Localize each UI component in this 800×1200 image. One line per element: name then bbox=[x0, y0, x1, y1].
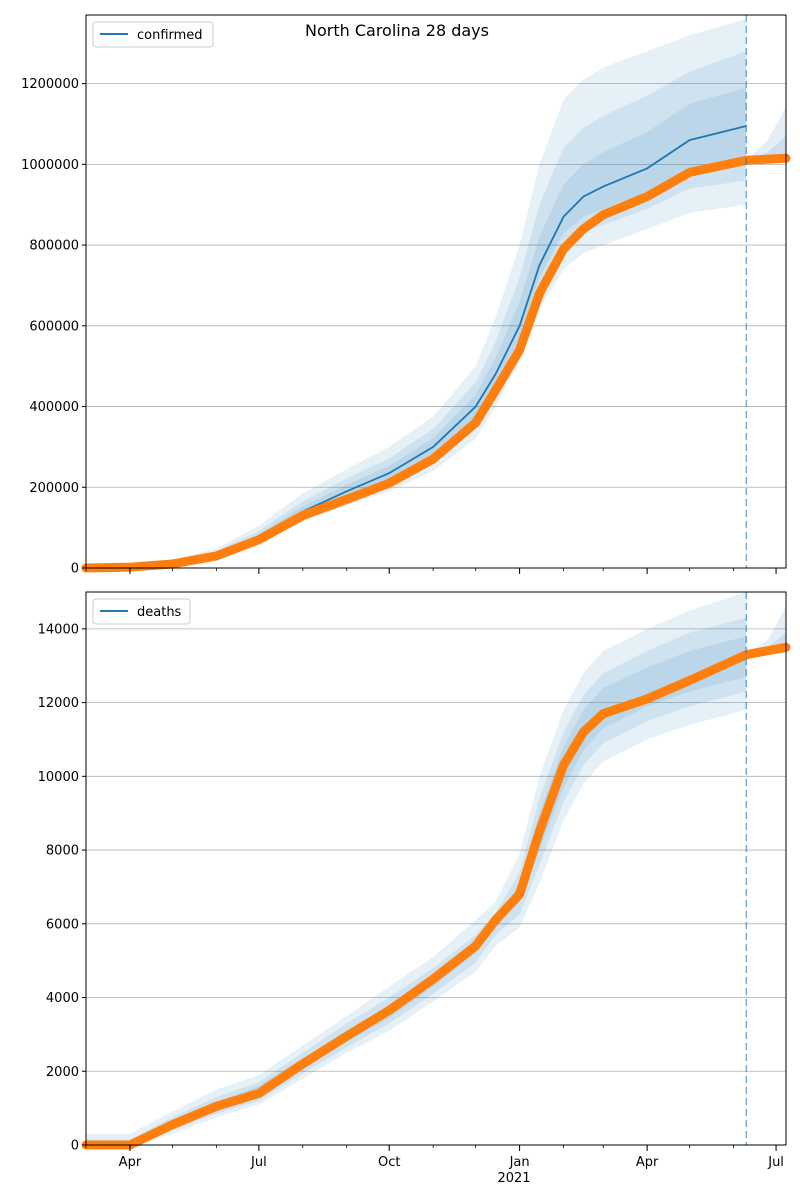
deaths-x-axis: Apr Jul Oct Jan Apr Jul bbox=[85, 1145, 784, 1170]
deaths-y-tick-label: 8000 bbox=[46, 844, 79, 859]
deaths-x-tick-label: Apr bbox=[636, 1155, 659, 1170]
deaths-axes-frame bbox=[85, 591, 787, 1146]
confirmed-y-tick-label: 0 bbox=[71, 562, 79, 577]
confirmed-y-tick-label: 600000 bbox=[29, 319, 79, 334]
deaths-legend-label: deaths bbox=[137, 605, 182, 620]
deaths-y-tick-label: 0 bbox=[71, 1139, 79, 1154]
confirmed-x-axis bbox=[85, 568, 777, 574]
deaths-panel: 0 2000 4000 6000 8000 10000 12000 14000 Apr Jul O… bbox=[38, 591, 791, 1186]
confirmed-forecast-band bbox=[746, 107, 786, 165]
deaths-y-axis: 0 2000 4000 6000 8000 10000 12000 14000 bbox=[38, 622, 86, 1154]
x-axis-year-label: 2021 bbox=[497, 1171, 530, 1186]
chart-title: North Carolina 28 days bbox=[305, 21, 489, 40]
confirmed-legend: confirmed bbox=[92, 21, 214, 48]
confirmed-y-tick-label: 800000 bbox=[29, 239, 79, 254]
confirmed-y-tick-label: 400000 bbox=[29, 400, 79, 415]
deaths-legend: deaths bbox=[92, 598, 191, 625]
deaths-y-tick-label: 4000 bbox=[46, 991, 79, 1006]
deaths-x-tick-label: Jan bbox=[509, 1155, 530, 1170]
deaths-y-tick-label: 10000 bbox=[38, 770, 79, 785]
confirmed-axes-frame bbox=[85, 14, 787, 569]
confirmed-legend-label: confirmed bbox=[137, 28, 203, 43]
deaths-band bbox=[86, 617, 747, 1145]
deaths-x-tick-label: Oct bbox=[378, 1155, 400, 1170]
confirmed-band bbox=[86, 51, 747, 569]
confirmed-y-axis: 0 200000 400000 600000 800000 1000000 1200000 bbox=[21, 77, 86, 577]
deaths-legend-box bbox=[92, 598, 191, 625]
deaths-y-tick-label: 14000 bbox=[38, 622, 79, 637]
deaths-y-tick-label: 12000 bbox=[38, 696, 79, 711]
deaths-x-tick-label: Jul bbox=[767, 1155, 784, 1170]
confirmed-grid bbox=[86, 83, 786, 488]
confirmed-uncertainty-bands bbox=[86, 19, 747, 569]
confirmed-band bbox=[86, 19, 747, 568]
confirmed-observed-path bbox=[81, 153, 791, 573]
confirmed-observed-points bbox=[81, 153, 791, 573]
deaths-observed-points bbox=[81, 642, 791, 1150]
confirmed-panel: 020000040000060000080000010000001200000 … bbox=[21, 14, 791, 577]
confirmed-legend-box bbox=[92, 21, 214, 48]
deaths-grid bbox=[86, 628, 786, 1072]
deaths-x-tick-label: Apr bbox=[119, 1155, 142, 1170]
deaths-x-tick-label: Jul bbox=[250, 1155, 267, 1170]
deaths-y-tick-label: 2000 bbox=[46, 1065, 79, 1080]
confirmed-y-tick-label: 200000 bbox=[29, 481, 79, 496]
deaths-observed-path bbox=[81, 642, 791, 1150]
confirmed-y-tick-label: 1200000 bbox=[21, 77, 79, 92]
deaths-y-tick-label: 6000 bbox=[46, 917, 79, 932]
confirmed-y-tick-label: 1000000 bbox=[21, 158, 79, 173]
confirmed-band bbox=[86, 87, 747, 568]
